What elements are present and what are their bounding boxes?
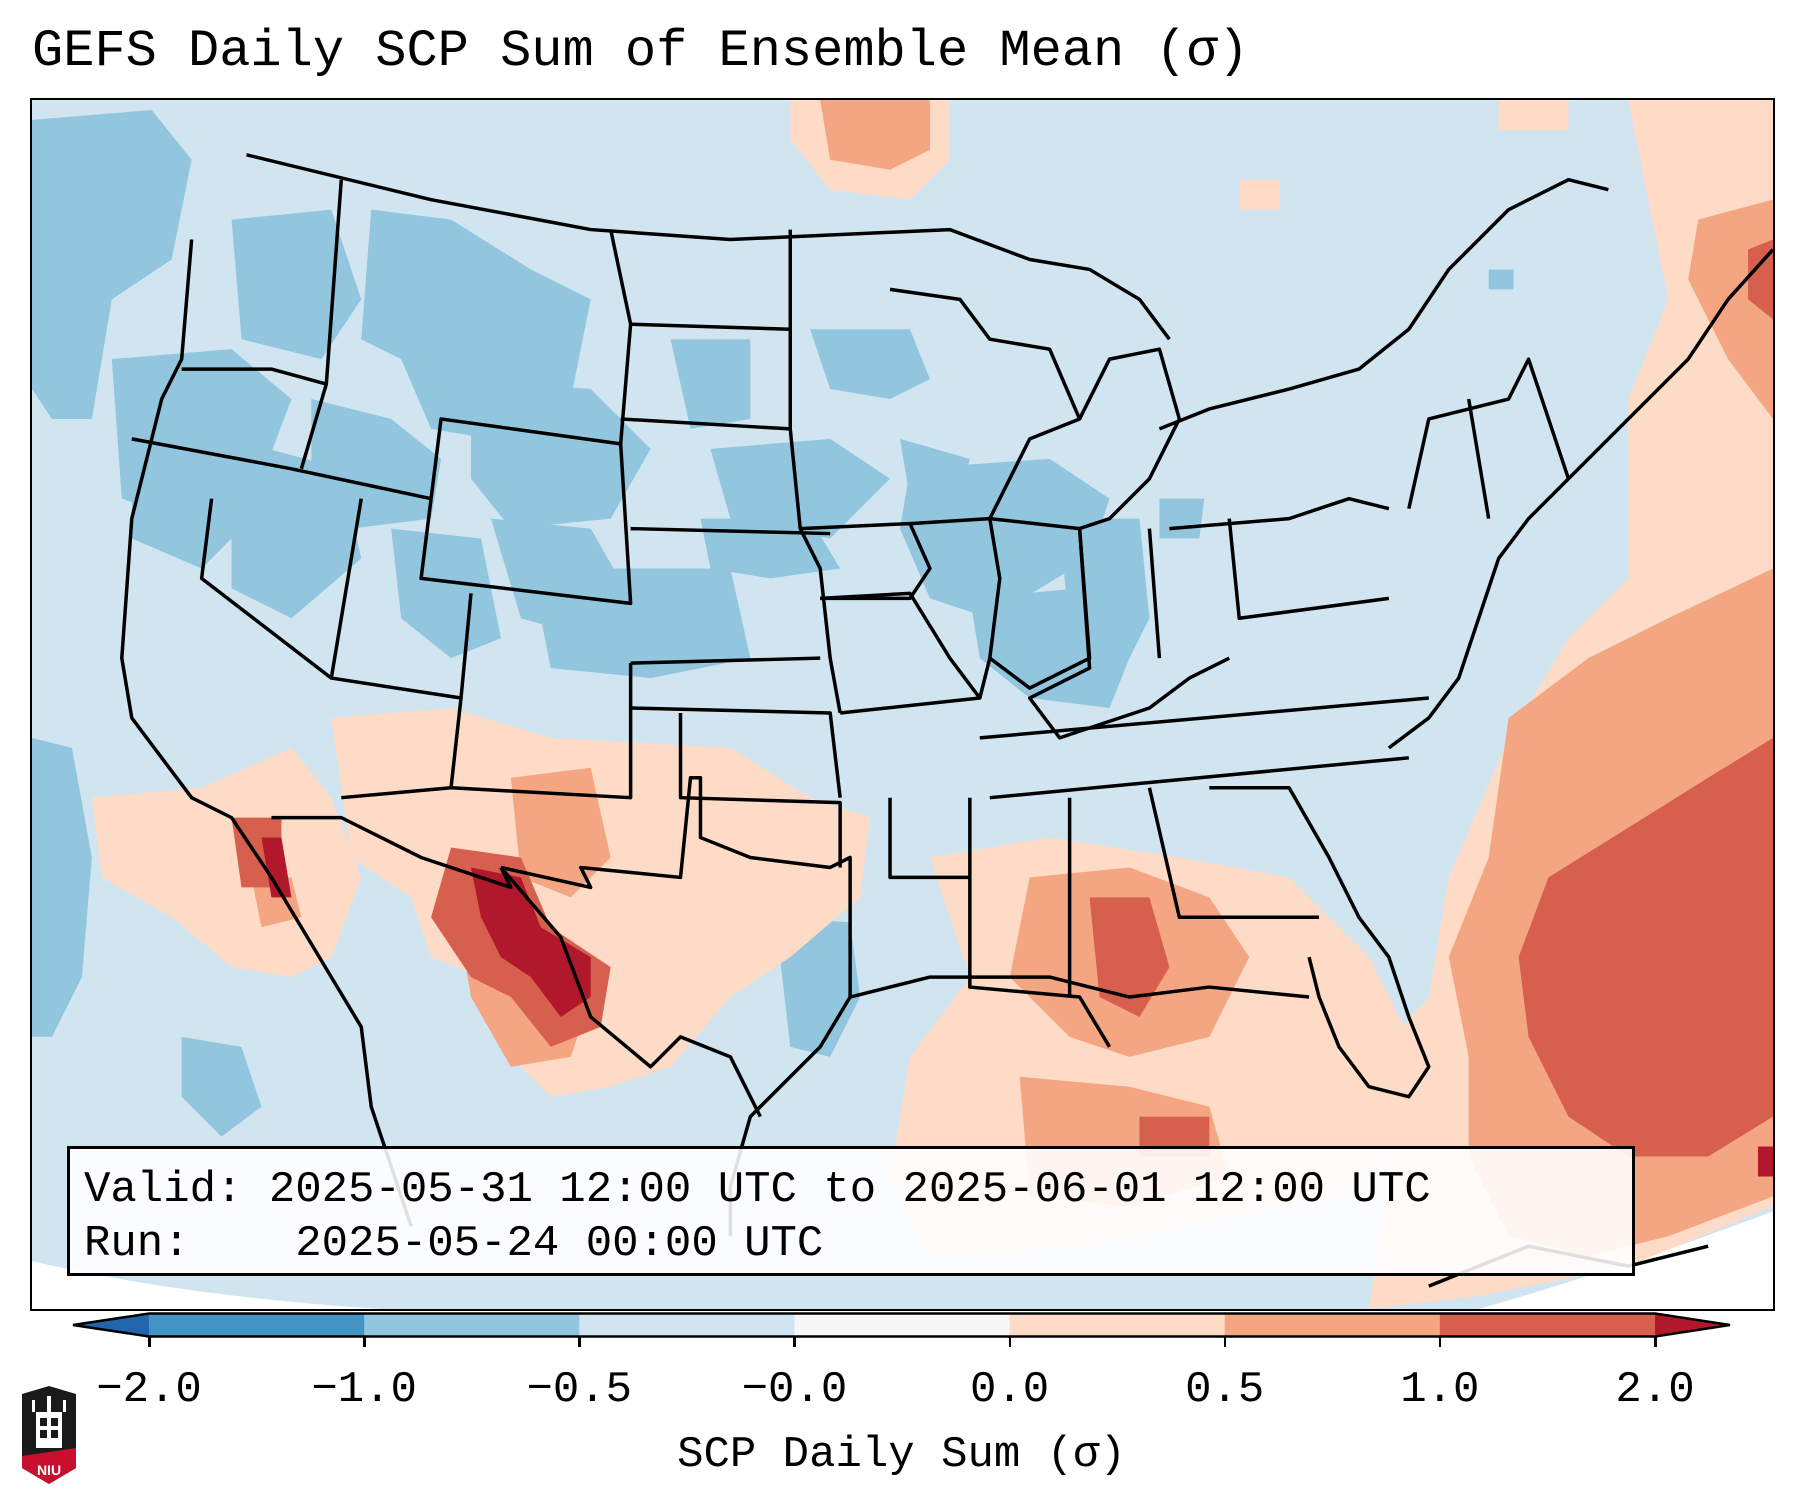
colorbar-tick-mark (148, 1336, 151, 1347)
colorbar-tick-mark (793, 1336, 796, 1347)
colorbar-tick-label: −2.0 (96, 1365, 202, 1415)
colorbar-segment--2-to--1 (149, 1313, 365, 1337)
colorbar-tick-mark (1654, 1336, 1657, 1347)
colorbar-tick-mark (1438, 1336, 1442, 1347)
colorbar-label: SCP Daily Sum (σ) (677, 1430, 1126, 1480)
logo-tower-icon (36, 1412, 62, 1448)
band-neg1-neg05 (32, 109, 1629, 1267)
projection-outside-right (1478, 1211, 1773, 1309)
run-value: 2025-05-24 00:00 UTC (295, 1219, 824, 1269)
band-over-2 (261, 837, 1773, 1177)
us-canada-border (246, 153, 1171, 341)
colorbar-segment-1-to-2 (1439, 1313, 1656, 1337)
colorbar-tick-mark (363, 1336, 366, 1347)
colorbar-extend-under (73, 1313, 149, 1337)
run-label: Run: (84, 1219, 190, 1269)
colorbar-tick-label: −0.5 (526, 1365, 633, 1415)
map-panel (30, 98, 1775, 1311)
colorbar-tick-mark (1008, 1336, 1012, 1347)
colorbar-tick-mark (578, 1336, 581, 1347)
colorbar-tick-label: 0.5 (1185, 1365, 1265, 1415)
projection-outside-left (32, 1261, 382, 1309)
chart-title: GEFS Daily SCP Sum of Ensemble Mean (σ) (32, 22, 1249, 81)
colorbar-segment--0.5-to--0 (579, 1313, 795, 1337)
colorbar-tick-label: 0.0 (969, 1365, 1050, 1415)
map-canvas (32, 100, 1773, 1309)
colorbar (72, 1312, 1731, 1338)
colorbar-extend-over (1655, 1313, 1730, 1337)
colorbar-tick-label: 1.0 (1400, 1365, 1480, 1415)
colorbar-tick-mark (1223, 1336, 1227, 1347)
colorbar-segment--1-to--0.5 (364, 1313, 580, 1337)
valid-value: 2025-05-31 12:00 UTC to 2025-06-01 12:00… (268, 1165, 1431, 1215)
logo-text: NIU (37, 1462, 61, 1478)
colorbar-tick-label: 2.0 (1615, 1365, 1695, 1415)
pacific-coastline (120, 239, 413, 1227)
valid-label: Valid: (84, 1165, 243, 1215)
colorbar-segment-0-to-0.5 (1009, 1313, 1226, 1337)
colorbar-segment--0-to-0 (794, 1313, 1011, 1337)
colorbar-tick-label: −0.0 (741, 1365, 848, 1415)
colorbar-tick-label: −1.0 (311, 1365, 417, 1415)
niu-logo: NIU (22, 1386, 76, 1484)
colorbar-segment-0.5-to-1 (1224, 1313, 1441, 1337)
info-box: Valid: 2025-05-31 12:00 UTC to 2025-06-0… (67, 1146, 1635, 1276)
logo-red-band (22, 1448, 76, 1484)
